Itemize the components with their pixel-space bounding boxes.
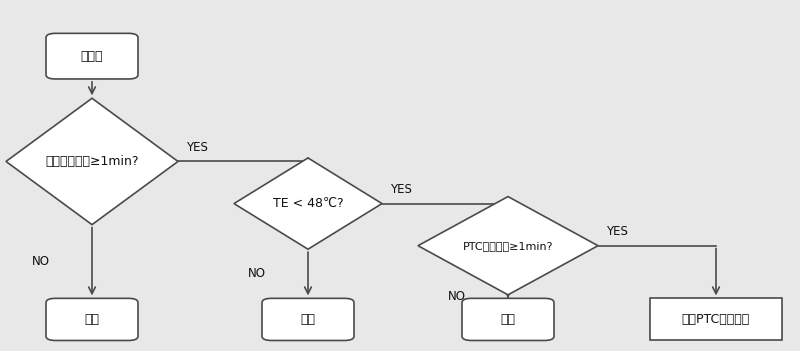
FancyBboxPatch shape: [46, 33, 138, 79]
Text: YES: YES: [186, 141, 208, 154]
Text: 结束: 结束: [501, 313, 515, 326]
Text: 运行PTC电加热器: 运行PTC电加热器: [682, 313, 750, 326]
FancyBboxPatch shape: [462, 298, 554, 340]
Text: YES: YES: [390, 183, 412, 196]
Polygon shape: [6, 98, 178, 225]
Text: TE < 48℃?: TE < 48℃?: [273, 197, 343, 210]
Text: 初始化: 初始化: [81, 49, 103, 63]
Text: 结束: 结束: [85, 313, 99, 326]
Text: YES: YES: [606, 225, 628, 238]
FancyBboxPatch shape: [262, 298, 354, 340]
Text: NO: NO: [448, 290, 466, 303]
FancyBboxPatch shape: [46, 298, 138, 340]
Polygon shape: [234, 158, 382, 249]
Bar: [650, 298, 782, 340]
Text: NO: NO: [248, 267, 266, 280]
Polygon shape: [418, 197, 598, 295]
Text: NO: NO: [32, 255, 50, 268]
Text: 结束: 结束: [301, 313, 315, 326]
Text: PTC关闭时间≥1min?: PTC关闭时间≥1min?: [462, 241, 554, 251]
Text: 室内风机运行≥1min?: 室内风机运行≥1min?: [46, 155, 138, 168]
